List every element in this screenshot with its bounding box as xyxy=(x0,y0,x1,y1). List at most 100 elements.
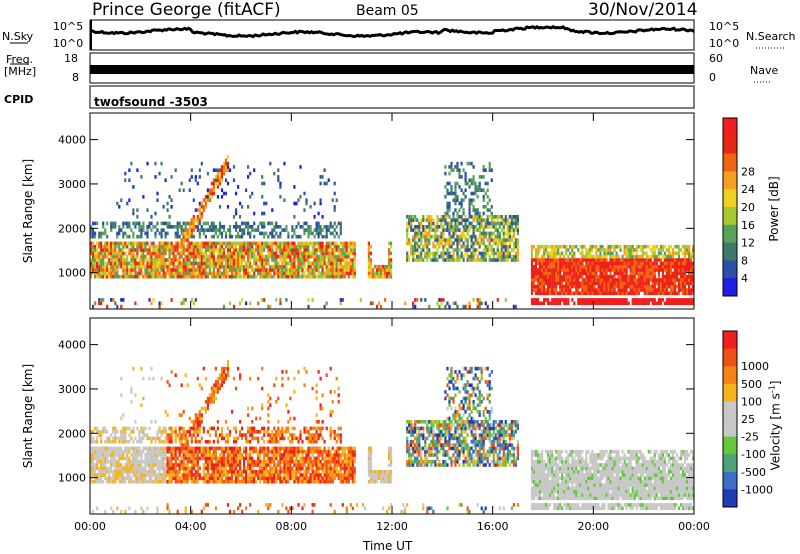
power-cell xyxy=(118,274,121,279)
power-cell xyxy=(645,251,648,256)
power-cell xyxy=(232,165,236,169)
power-cell xyxy=(649,268,652,272)
power-cell xyxy=(148,225,151,229)
power-cell xyxy=(406,225,409,229)
power-cell xyxy=(508,238,511,242)
power-cell xyxy=(639,248,642,252)
power-cell xyxy=(452,301,455,306)
power-cell xyxy=(541,244,544,249)
velocity-cell xyxy=(174,476,177,481)
power-cell xyxy=(643,271,646,276)
power-cell xyxy=(561,284,564,289)
power-cell xyxy=(559,268,562,272)
power-cell xyxy=(307,254,310,259)
power-cell xyxy=(110,225,113,229)
power-cell xyxy=(452,191,455,196)
power-cell xyxy=(589,244,592,249)
velocity-cell xyxy=(120,433,123,437)
velocity-cell xyxy=(200,446,203,451)
power-cell xyxy=(269,241,272,246)
power-cell xyxy=(472,165,475,169)
power-cell xyxy=(291,228,294,232)
power-cell xyxy=(486,248,489,252)
power-cell xyxy=(641,288,644,292)
power-cell xyxy=(599,254,602,259)
power-cell xyxy=(692,244,695,249)
power-cell xyxy=(186,248,189,252)
power-cell xyxy=(353,261,356,266)
power-cell xyxy=(595,301,598,306)
power-cell xyxy=(496,238,499,242)
power-cell xyxy=(661,261,664,266)
power-cell xyxy=(537,261,540,266)
velocity-cell xyxy=(160,430,163,434)
power-cell xyxy=(120,241,123,246)
power-cell xyxy=(569,258,572,262)
power-cell xyxy=(323,271,326,276)
power-cell xyxy=(605,291,608,296)
power-cell xyxy=(206,228,209,232)
power-cell xyxy=(677,298,681,302)
velocity-cell xyxy=(190,476,193,481)
power-cell xyxy=(637,291,640,296)
power-cell xyxy=(269,248,272,252)
power-cell xyxy=(659,278,662,282)
velocity-cell xyxy=(212,386,215,391)
power-cell xyxy=(486,244,489,249)
power-cell xyxy=(565,291,568,296)
power-cell xyxy=(458,175,461,179)
power-cell xyxy=(134,225,137,229)
velocity-cell xyxy=(130,400,133,404)
power-cell xyxy=(553,284,556,289)
velocity-cell xyxy=(200,386,203,391)
power-cell xyxy=(90,228,93,232)
velocity-cell xyxy=(92,509,95,514)
power-cell xyxy=(627,274,630,279)
power-cell xyxy=(281,248,284,252)
power-cell xyxy=(160,251,163,256)
velocity-cell xyxy=(218,473,222,477)
velocity-cell xyxy=(148,456,151,461)
power-cell xyxy=(257,301,260,306)
power-cell xyxy=(176,264,179,269)
velocity-cell xyxy=(166,439,169,444)
power-cell xyxy=(605,298,608,302)
power-cell xyxy=(182,298,185,302)
power-cell xyxy=(496,218,499,222)
velocity-cell xyxy=(214,459,217,464)
power-cell xyxy=(118,225,121,229)
power-cell xyxy=(543,274,546,279)
velocity-cell xyxy=(212,446,215,451)
power-cell xyxy=(273,268,276,272)
power-cell xyxy=(464,215,467,219)
power-cell xyxy=(110,261,113,266)
power-cell xyxy=(323,304,326,309)
power-cell xyxy=(635,248,638,252)
power-cell xyxy=(297,254,300,259)
velocity-cell xyxy=(212,396,215,401)
power-cell xyxy=(603,271,606,276)
power-cell xyxy=(186,241,189,246)
power-cell xyxy=(597,258,600,262)
power-cell xyxy=(575,258,578,262)
velocity-cell xyxy=(192,430,195,434)
power-cell xyxy=(629,274,632,279)
power-cell xyxy=(478,304,481,309)
velocity-cell xyxy=(156,459,159,464)
power-cell xyxy=(557,291,560,296)
power-cell xyxy=(132,185,135,189)
power-cell xyxy=(617,278,620,282)
power-cell xyxy=(613,268,616,272)
power-cell xyxy=(607,261,610,266)
power-cell xyxy=(237,251,240,256)
power-cell xyxy=(337,261,340,266)
power-cell xyxy=(190,218,193,222)
velocity-cell xyxy=(210,473,213,477)
power-cell xyxy=(200,251,203,256)
power-cell xyxy=(214,274,217,279)
velocity-cell xyxy=(158,476,161,481)
power-cell xyxy=(434,254,437,259)
velocity-cell xyxy=(196,456,199,461)
velocity-cell xyxy=(202,406,205,411)
power-cell xyxy=(613,301,616,306)
